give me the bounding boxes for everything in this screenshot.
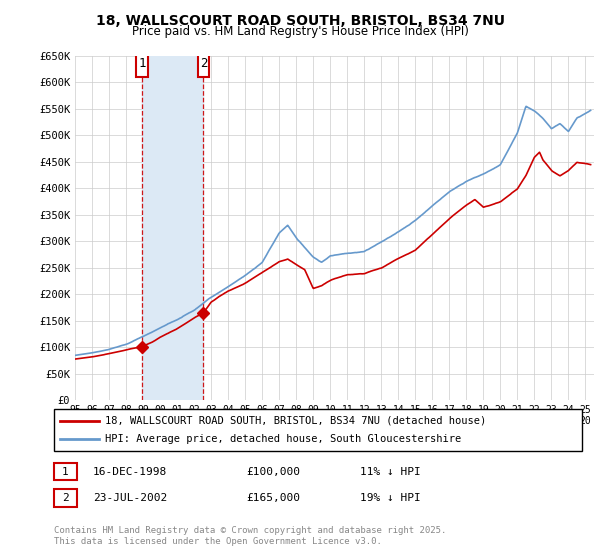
Text: £165,000: £165,000: [246, 493, 300, 503]
FancyBboxPatch shape: [136, 51, 148, 77]
Text: 11% ↓ HPI: 11% ↓ HPI: [360, 466, 421, 477]
Text: Contains HM Land Registry data © Crown copyright and database right 2025.
This d: Contains HM Land Registry data © Crown c…: [54, 526, 446, 546]
Text: 1: 1: [139, 58, 146, 71]
Text: HPI: Average price, detached house, South Gloucestershire: HPI: Average price, detached house, Sout…: [105, 434, 461, 444]
Text: 19% ↓ HPI: 19% ↓ HPI: [360, 493, 421, 503]
Text: £100,000: £100,000: [246, 466, 300, 477]
Text: 23-JUL-2002: 23-JUL-2002: [93, 493, 167, 503]
Text: 18, WALLSCOURT ROAD SOUTH, BRISTOL, BS34 7NU (detached house): 18, WALLSCOURT ROAD SOUTH, BRISTOL, BS34…: [105, 416, 486, 426]
Text: 2: 2: [62, 493, 69, 503]
Text: 2: 2: [200, 58, 207, 71]
Text: 18, WALLSCOURT ROAD SOUTH, BRISTOL, BS34 7NU: 18, WALLSCOURT ROAD SOUTH, BRISTOL, BS34…: [95, 14, 505, 28]
Text: Price paid vs. HM Land Registry's House Price Index (HPI): Price paid vs. HM Land Registry's House …: [131, 25, 469, 38]
FancyBboxPatch shape: [197, 51, 209, 77]
Bar: [142, 56, 203, 400]
Text: 16-DEC-1998: 16-DEC-1998: [93, 466, 167, 477]
Text: 1: 1: [62, 466, 69, 477]
